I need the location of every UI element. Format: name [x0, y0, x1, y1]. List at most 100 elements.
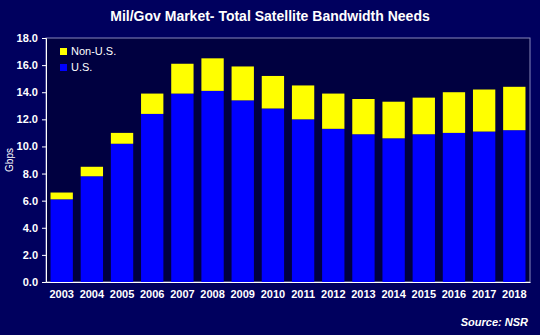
- bar: [111, 144, 133, 282]
- bars: [51, 58, 526, 282]
- background: [0, 0, 540, 335]
- tick-mark: [42, 201, 46, 202]
- bar: [171, 94, 193, 282]
- tick-label: 14.0: [17, 86, 38, 98]
- bar: [292, 85, 314, 119]
- tick-label: 6.0: [23, 195, 38, 207]
- bar: [413, 134, 435, 282]
- tick-label: 2005: [110, 288, 134, 300]
- tick-mark: [42, 92, 46, 93]
- tick-label: 18.0: [17, 32, 38, 44]
- tick-mark: [42, 255, 46, 256]
- tick-label: 0.0: [23, 276, 38, 288]
- bar: [232, 66, 254, 100]
- axis-title: Gbps: [4, 148, 15, 172]
- plot-area: [46, 38, 530, 282]
- tick-label: 2012: [321, 288, 345, 300]
- tick: 6.0: [23, 195, 46, 207]
- bar: [141, 114, 163, 282]
- tick: 2008: [200, 288, 224, 300]
- bar: [443, 133, 465, 282]
- axis-line: [47, 282, 531, 283]
- bar: [201, 58, 223, 91]
- tick-label: 2.0: [23, 249, 38, 261]
- tick-label: 8.0: [23, 168, 38, 180]
- bar: [322, 129, 344, 282]
- bar: [413, 98, 435, 135]
- tick: 2007: [170, 288, 194, 300]
- source: Source: NSR: [461, 316, 528, 328]
- tick: 16.0: [17, 59, 46, 71]
- tick: 2011: [291, 288, 315, 300]
- tick: 2015: [412, 288, 436, 300]
- tick: 2010: [261, 288, 285, 300]
- tick-label: 2018: [502, 288, 526, 300]
- tick: 10.0: [17, 140, 46, 152]
- legend: Non-U.S. U.S.: [60, 45, 116, 73]
- tick: 12.0: [17, 113, 46, 125]
- tick-mark: [42, 174, 46, 175]
- bar: [322, 94, 344, 129]
- bar: [503, 130, 525, 282]
- x-axis: 2003 2004 2005 2006 2007 2008 2009 2010 2011 2012…: [47, 283, 531, 300]
- tick: 2005: [110, 288, 134, 300]
- y-axis: 0.0 2.0 4.0 6.0 8.0 10.0 12.0 14.0 16.0 18.0: [17, 32, 47, 288]
- tick-label: 2017: [472, 288, 496, 300]
- tick: 0.0: [23, 276, 46, 288]
- bar: [503, 87, 525, 130]
- tick: 2016: [442, 288, 466, 300]
- tick-label: 2015: [412, 288, 436, 300]
- bar: [352, 134, 374, 282]
- legend-swatch: [60, 48, 67, 55]
- tick: 4.0: [23, 222, 46, 234]
- tick-label: 2014: [381, 288, 406, 300]
- tick-label: 2011: [291, 288, 315, 300]
- bar: [352, 99, 374, 134]
- legend-item: Non-U.S.: [60, 45, 116, 57]
- tick-mark: [42, 65, 46, 66]
- plot: 0.02.04.06.08.010.012.014.016.018.020032…: [17, 32, 531, 300]
- tick-label: 2013: [351, 288, 375, 300]
- bar: [51, 199, 73, 282]
- tick: 2012: [321, 288, 345, 300]
- tick-label: 2004: [80, 288, 105, 300]
- tick: 18.0: [17, 32, 46, 44]
- bar: [473, 90, 495, 132]
- legend-label: U.S.: [71, 61, 92, 73]
- tick-label: 2010: [261, 288, 285, 300]
- legend-item: U.S.: [60, 61, 92, 73]
- tick-label: 12.0: [17, 113, 38, 125]
- tick-label: 10.0: [17, 140, 38, 152]
- chart: Mil/Gov Market- Total Satellite Bandwidt…: [0, 0, 540, 335]
- tick: 2006: [140, 288, 164, 300]
- bar: [81, 167, 103, 176]
- tick: 2013: [351, 288, 375, 300]
- bar: [443, 92, 465, 133]
- tick-mark: [42, 146, 46, 147]
- tick: 2014: [381, 288, 406, 300]
- tick-mark: [42, 282, 46, 283]
- bar: [382, 138, 404, 282]
- bar: [201, 91, 223, 282]
- bar: [473, 132, 495, 282]
- bar: [171, 64, 193, 94]
- bar: [81, 176, 103, 282]
- tick-mark: [42, 228, 46, 229]
- title: Mil/Gov Market- Total Satellite Bandwidt…: [110, 8, 430, 24]
- bar: [382, 102, 404, 139]
- bar: [141, 94, 163, 114]
- bar: [262, 76, 284, 109]
- tick: 2018: [502, 288, 526, 300]
- tick: 2.0: [23, 249, 46, 261]
- tick-label: 2003: [49, 288, 73, 300]
- tick-label: 2016: [442, 288, 466, 300]
- tick-label: 2008: [200, 288, 224, 300]
- legend-label: Non-U.S.: [71, 45, 116, 57]
- bar: [51, 193, 73, 200]
- tick: 2004: [80, 288, 105, 300]
- tick: 2017: [472, 288, 496, 300]
- tick-label: 2007: [170, 288, 194, 300]
- tick: 2003: [49, 288, 73, 300]
- tick-label: 4.0: [23, 222, 38, 234]
- tick: 2009: [230, 288, 254, 300]
